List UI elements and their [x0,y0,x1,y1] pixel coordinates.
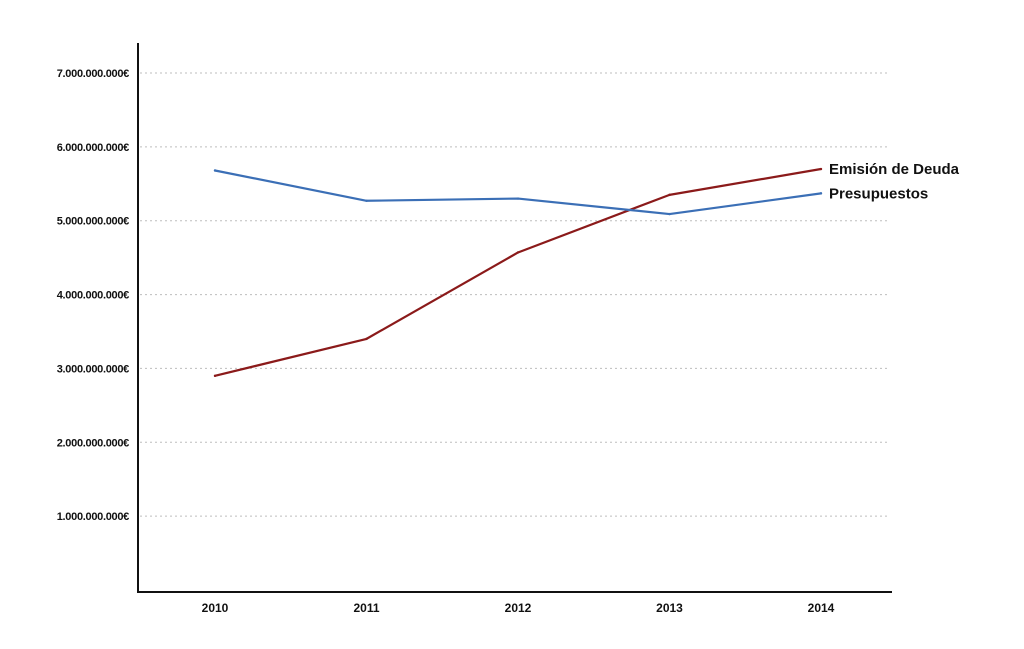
x-tick-label: 2013 [656,601,683,615]
data-point [213,374,217,378]
data-point [819,192,823,195]
y-axis-ticks: 1.000.000.000€ 2.000.000.000€ 3.000.000.00… [57,68,130,523]
data-point [365,199,368,202]
series-line [213,169,823,216]
y-tick-label: 7.000.000.000€ [57,68,129,80]
x-axis-ticks: 2010 2011 2012 2013 2014 [202,601,835,615]
data-point [516,251,520,254]
y-tick-label: 3.000.000.000€ [57,363,129,375]
series-line [213,167,823,377]
series-lines [213,167,823,378]
data-point [668,193,671,197]
series-label: Presupuestos [829,185,928,202]
y-tick-label: 6.000.000.000€ [57,142,129,154]
data-point [516,197,520,200]
data-point [819,167,823,171]
data-point [213,169,217,172]
y-tick-label: 5.000.000.000€ [57,216,129,228]
y-tick-label: 4.000.000.000€ [57,290,129,302]
series-label: Emisión de Deuda [829,161,960,178]
gridlines [140,72,890,517]
x-tick-label: 2010 [202,601,229,615]
data-point [668,212,671,216]
data-point [365,337,368,341]
x-tick-label: 2014 [808,601,835,615]
series-labels: Emisión de Deuda Presupuestos [829,161,960,202]
x-tick-label: 2012 [505,601,532,615]
y-tick-label: 2.000.000.000€ [57,437,129,449]
x-tick-label: 2011 [353,601,379,615]
y-tick-label: 1.000.000.000€ [57,511,129,523]
